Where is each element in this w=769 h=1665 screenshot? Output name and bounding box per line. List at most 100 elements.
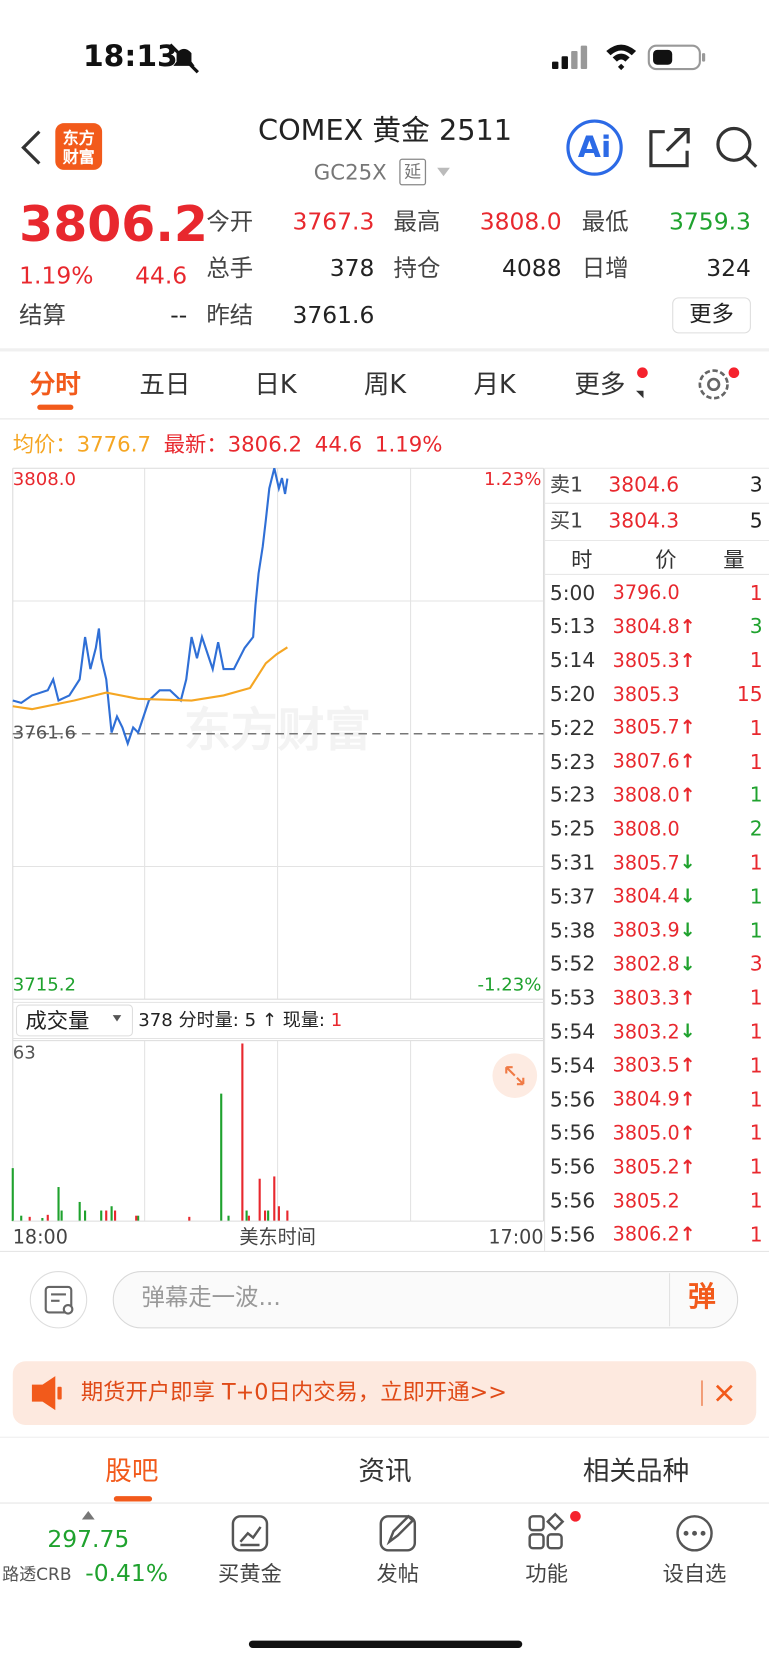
book-label: 买1	[549, 509, 583, 533]
ai-button[interactable]	[566, 119, 623, 176]
trade-price: 3804.4	[612, 886, 680, 909]
logo	[55, 123, 103, 170]
dropdown-icon[interactable]	[437, 167, 450, 177]
nav-item[interactable]: 买黄金	[218, 1560, 282, 1587]
volume-bar	[110, 1206, 113, 1222]
field-label: 总手	[206, 255, 254, 283]
trade-qty: 1	[749, 750, 763, 774]
nav-item[interactable]: 发帖	[376, 1560, 420, 1587]
trade-direction: ↓	[679, 852, 696, 875]
trade-direction: ↑	[679, 987, 696, 1010]
book-qty: 3	[749, 473, 763, 497]
tag-box	[399, 158, 427, 186]
volume-bar	[60, 1210, 63, 1222]
back-button[interactable]	[21, 130, 41, 165]
code: GC25X	[313, 159, 387, 185]
trade-direction: ↓	[679, 885, 696, 909]
trade-qty: 1	[749, 1020, 763, 1044]
legend-value: 3776.7	[76, 431, 152, 457]
tab[interactable]: 更多	[574, 369, 626, 399]
trade-price: 3803.2	[612, 1021, 680, 1044]
volume-bar	[220, 1093, 223, 1222]
volume-bar	[57, 1187, 60, 1222]
trade-qty: 1	[749, 716, 763, 740]
trade-qty: 2	[749, 817, 763, 842]
legend-value: 3806.2	[227, 431, 303, 457]
tab[interactable]: 周K	[363, 369, 407, 399]
bottom-tab[interactable]: 资讯	[358, 1455, 412, 1487]
expand-arrow[interactable]	[81, 1511, 95, 1520]
y-tick-label: 3761.6	[13, 723, 76, 744]
index-name[interactable]: 路透CRB	[2, 1564, 72, 1585]
more-label[interactable]: 更多	[689, 301, 734, 328]
settings-button[interactable]	[698, 367, 740, 400]
home-indicator	[248, 1640, 523, 1649]
volume-bar	[114, 1210, 117, 1222]
volume-bar	[286, 1210, 289, 1222]
field-value: 378	[329, 255, 375, 283]
index-value[interactable]: 297.75	[47, 1526, 130, 1554]
field-value: --	[170, 302, 188, 329]
trade-time: 5:23	[549, 750, 596, 774]
comment-input[interactable]	[112, 1271, 739, 1329]
field-label: 结算	[19, 302, 66, 329]
y2-tick-label: -1.23%	[477, 974, 541, 995]
field-value: 4088	[502, 255, 562, 283]
bottom-tab[interactable]: 股吧	[105, 1455, 159, 1487]
volume-bar	[227, 1215, 230, 1222]
column-header: 量	[723, 546, 745, 573]
volume-selector[interactable]	[15, 1004, 133, 1037]
trade-price: 3808.0	[612, 784, 680, 808]
more-button[interactable]	[672, 297, 751, 334]
chart-legend: 均价：3776.7 最新：3806.2 44.6 1.19%	[13, 431, 443, 456]
expand-button[interactable]	[492, 1053, 538, 1098]
comment-list-button[interactable]	[29, 1271, 88, 1329]
volume-bar	[78, 1201, 81, 1222]
trade-direction: ↑	[679, 784, 696, 807]
x-axis-label: 美东时间	[239, 1226, 316, 1249]
nav-item[interactable]: 功能	[525, 1560, 568, 1587]
banner[interactable]	[12, 1361, 757, 1426]
price-line	[12, 646, 288, 711]
status-icons	[169, 43, 706, 74]
dropdown-icon[interactable]	[112, 1015, 122, 1022]
volume-bar	[11, 1168, 14, 1222]
y-tick-label: 63	[13, 1042, 36, 1063]
index-change[interactable]: -0.41%	[85, 1560, 169, 1588]
volume-bar	[20, 1215, 23, 1222]
share-button[interactable]	[649, 127, 690, 168]
trade-qty: 1	[749, 1189, 763, 1213]
tab[interactable]: 五日	[139, 369, 191, 399]
bottom-tab[interactable]: 相关品种	[582, 1455, 690, 1487]
field-value: 3767.3	[292, 208, 375, 236]
tab-indicator	[113, 1496, 153, 1502]
comment-placeholder[interactable]: 弹幕走一波...	[141, 1284, 281, 1312]
volume-bar	[135, 1215, 138, 1222]
tab[interactable]: 分时	[29, 369, 81, 399]
field-label: 日增	[581, 255, 629, 283]
trade-time: 5:53	[549, 986, 596, 1011]
close-button[interactable]	[715, 1384, 733, 1402]
trade-time: 5:13	[549, 615, 596, 639]
nav-item[interactable]: 设自选	[662, 1560, 727, 1587]
trade-price: 3807.6	[612, 750, 680, 774]
volume-selector-label[interactable]: 成交量	[25, 1007, 90, 1034]
danmaku-button[interactable]: 弹	[688, 1282, 716, 1314]
y2-tick-label: 1.23%	[484, 469, 541, 490]
trade-price: 3804.8	[612, 615, 680, 639]
field-value: 3761.6	[292, 302, 375, 329]
trade-price: 3805.0	[612, 1122, 680, 1145]
trade-price: 3796.0	[612, 582, 680, 605]
trade-direction: ↓	[679, 1020, 696, 1044]
volume-bar	[137, 1215, 140, 1222]
ai-label[interactable]: Ai	[577, 129, 612, 165]
trade-direction: ↑	[679, 1088, 696, 1111]
x-tick-label: 17:00	[488, 1226, 543, 1249]
tab[interactable]: 日K	[254, 369, 297, 399]
tab[interactable]: 月K	[473, 369, 516, 399]
y-tick-label: 3715.2	[13, 974, 76, 995]
banner-text[interactable]: 期货开户即享 T+0日内交易，立即开通>>	[80, 1379, 507, 1406]
search-button[interactable]	[716, 126, 758, 168]
legend-label: 均价：	[12, 431, 77, 457]
